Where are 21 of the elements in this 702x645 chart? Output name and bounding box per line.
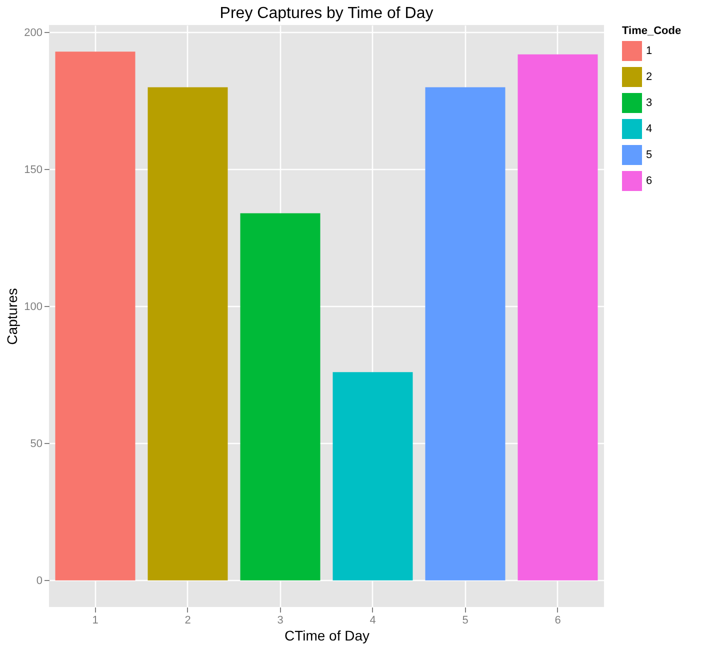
x-tick-label: 2 <box>184 614 191 626</box>
legend-label: 2 <box>646 71 652 83</box>
x-tick-label: 6 <box>554 614 561 626</box>
legend-label: 3 <box>646 97 652 109</box>
x-tick-label: 5 <box>462 614 468 626</box>
x-axis-title: CTime of Day <box>284 628 370 644</box>
y-tick-label: 100 <box>24 300 42 313</box>
y-tick-label: 0 <box>36 574 42 587</box>
legend-label: 4 <box>646 123 652 135</box>
chart-title: Prey Captures by Time of Day <box>220 5 434 22</box>
legend-label: 1 <box>646 45 652 57</box>
y-tick-label: 50 <box>30 438 42 450</box>
y-tick-label: 200 <box>24 26 42 39</box>
legend-label: 6 <box>646 175 652 187</box>
y-axis-title: Captures <box>4 288 20 345</box>
y-tick-label: 150 <box>24 164 42 176</box>
legend-label: 5 <box>646 149 652 161</box>
x-tick-label: 1 <box>92 614 98 626</box>
x-tick-label: 4 <box>370 614 376 626</box>
x-tick-label: 3 <box>277 614 284 626</box>
legend-title: Time_Code <box>622 25 682 37</box>
